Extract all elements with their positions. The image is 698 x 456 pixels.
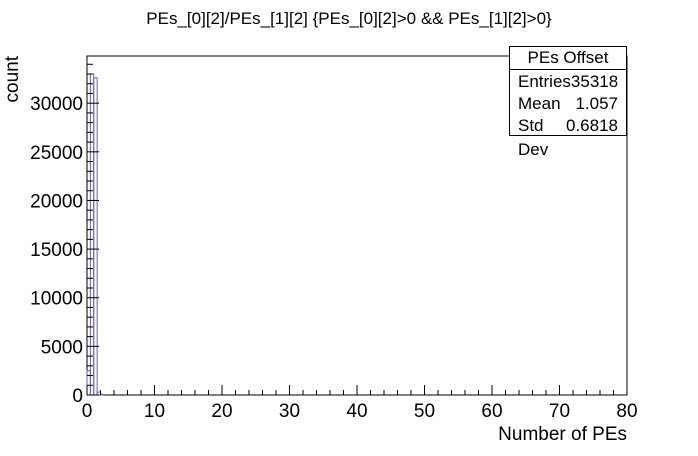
x-tick-label: 60 — [481, 401, 502, 422]
stats-box: PEs Offset Entries 35318 Mean 1.057 Std … — [509, 46, 627, 159]
histogram-bin-2 — [93, 77, 98, 396]
histogram-bin-4 — [100, 393, 105, 396]
y-tick-label: 5000 — [41, 337, 83, 358]
y-axis-ticks: 0 5000 10000 15000 20000 25000 30000 — [30, 63, 99, 407]
chart-title: PEs_[0][2]/PEs_[1][2] {PEs_[0][2]>0 && P… — [146, 9, 552, 28]
x-tick-label: 10 — [144, 401, 165, 422]
y-tick-label: 20000 — [30, 191, 83, 212]
x-tick-label: 80 — [616, 401, 637, 422]
stats-mean-label: Mean — [518, 94, 561, 113]
stats-mean-value: 1.057 — [575, 94, 618, 113]
stats-entries-label: Entries — [518, 72, 571, 91]
histogram-bin-0 — [86, 370, 91, 396]
y-tick-label: 0 — [72, 386, 83, 407]
stats-title: PEs Offset — [510, 47, 626, 70]
stats-row-entries: Entries 35318 — [510, 70, 626, 92]
stats-stddev-label: Std Dev — [518, 116, 549, 159]
stats-entries-value: 35318 — [570, 72, 619, 91]
y-tick-label: 25000 — [30, 143, 83, 164]
x-axis-label: Number of PEs — [498, 424, 627, 445]
x-tick-label: 20 — [211, 401, 232, 422]
x-tick-label: 0 — [82, 401, 93, 422]
stats-stddev-value: 0.6818 — [566, 116, 618, 135]
stats-row-stddev: Std Dev 0.6818 — [510, 114, 626, 159]
x-tick-label: 40 — [346, 401, 367, 422]
x-tick-label: 30 — [279, 401, 300, 422]
stats-row-mean: Mean 1.057 — [510, 92, 626, 114]
x-tick-label: 50 — [414, 401, 435, 422]
y-tick-label: 30000 — [30, 94, 83, 115]
y-axis-label: count — [2, 55, 23, 102]
y-tick-label: 15000 — [30, 240, 83, 261]
y-tick-label: 10000 — [30, 289, 83, 310]
x-tick-label: 70 — [549, 401, 570, 422]
x-axis-ticks: 0 10 20 30 40 50 60 70 80 — [82, 385, 638, 422]
